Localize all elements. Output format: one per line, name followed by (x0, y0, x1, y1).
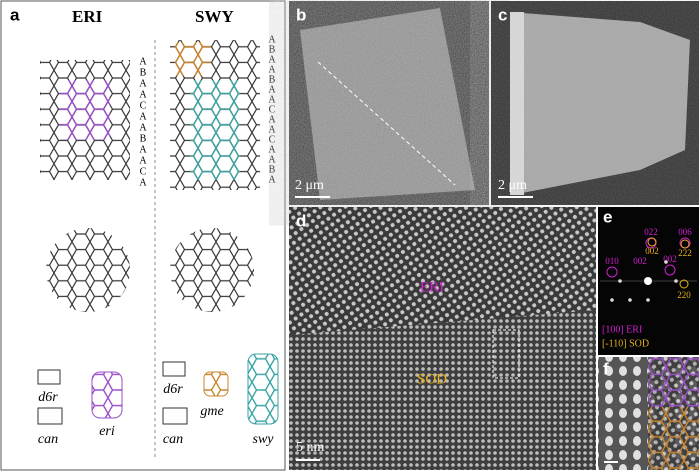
d6r-icon (162, 361, 186, 377)
can-icon (37, 407, 63, 425)
texture (289, 1, 489, 205)
eri-cage-highlight (60, 80, 110, 140)
can-icon (162, 407, 188, 425)
panel-label: d (296, 211, 306, 230)
stacking-letter: A (139, 111, 147, 122)
swy-gme-highlight (175, 42, 211, 76)
swy-projection (170, 228, 254, 312)
diffraction-spot (646, 298, 650, 302)
stacking-letter: B (269, 164, 276, 175)
stacking-letter: A (268, 144, 276, 155)
scale-text: 5 nm (296, 440, 325, 455)
spot-ring (647, 237, 657, 247)
panel-label: e (603, 207, 612, 226)
stacking-letter: A (268, 154, 276, 165)
panel-label: b (296, 5, 306, 24)
spot-label: 006 (678, 227, 692, 237)
eri-title: ERI (72, 7, 103, 26)
spot-label: 222 (678, 248, 692, 258)
phase-label: ERI (420, 279, 444, 295)
unit-label: can (38, 432, 58, 447)
stacking-letter: A (139, 155, 147, 166)
spot-ring (664, 264, 676, 276)
gme-cage-icon (203, 371, 229, 397)
spot-label: 220 (677, 290, 691, 300)
eri-region (289, 207, 596, 335)
spot-label: 002 (645, 246, 659, 256)
stacking-letter: A (139, 56, 147, 67)
eri-cage-icon (91, 371, 123, 419)
texture (491, 1, 699, 205)
panel-label: f (603, 359, 609, 378)
stacking-letter: B (140, 67, 147, 78)
unit-label: can (163, 432, 183, 447)
unit-label: gme (200, 404, 223, 419)
unit-label: d6r (38, 390, 58, 405)
spot-label: 010 (605, 256, 619, 266)
swy-title: SWY (195, 7, 234, 26)
stacking-letter: A (268, 94, 276, 105)
spot-ring (679, 279, 689, 289)
swy-cage-icon (247, 353, 279, 425)
stacking-letter: A (268, 114, 276, 125)
eri-projection (46, 228, 130, 312)
stacking-letter: A (268, 174, 276, 185)
stacking-letter: B (269, 44, 276, 55)
legend-text: [100] ERI (602, 324, 642, 335)
sod-overlay (648, 407, 699, 470)
stacking-letter: C (140, 166, 147, 177)
panel-label: a (10, 5, 20, 24)
stacking-letter: A (139, 89, 147, 100)
diffraction-spot (628, 298, 632, 302)
unit-label: eri (99, 424, 115, 439)
swy-cage-highlight (190, 80, 240, 180)
stacking-letter: A (268, 124, 276, 135)
diffraction-spot (664, 260, 668, 264)
unit-label: d6r (163, 382, 183, 397)
legend-text: [-110] SOD (602, 338, 649, 349)
scale-text: 2 μm (295, 178, 324, 193)
stacking-letter: A (268, 64, 276, 75)
phase-label: SOD (417, 371, 447, 387)
panel-label: c (498, 5, 507, 24)
stacking-letter: A (268, 84, 276, 95)
spot-label: 002 (633, 256, 647, 266)
stacking-letter: A (268, 54, 276, 65)
stacking-letter: B (140, 133, 147, 144)
dashed-line (317, 61, 456, 186)
stacking-letter: A (139, 122, 147, 133)
stacking-letter: C (269, 134, 276, 145)
spot-label: 022 (644, 227, 658, 237)
stacking-letter: B (269, 74, 276, 85)
d6r-icon (37, 369, 61, 385)
scale-text: 2 μm (498, 178, 527, 193)
central-spot (644, 277, 652, 285)
spot-label: 002 (663, 254, 677, 264)
spot-ring (606, 266, 618, 278)
stacking-letter: A (268, 34, 276, 45)
unit-label: swy (253, 432, 275, 447)
stacking-letter: C (269, 104, 276, 115)
eri-overlay (648, 357, 699, 407)
diffraction-spot (618, 279, 622, 283)
stacking-letter: A (139, 144, 147, 155)
inset-box (492, 329, 520, 379)
stacking-letter: A (139, 177, 147, 188)
diffraction-spot (674, 279, 678, 283)
stacking-letter: C (140, 100, 147, 111)
spot-ring (680, 239, 690, 249)
diffraction-spot (610, 298, 614, 302)
stacking-letter: A (139, 78, 147, 89)
